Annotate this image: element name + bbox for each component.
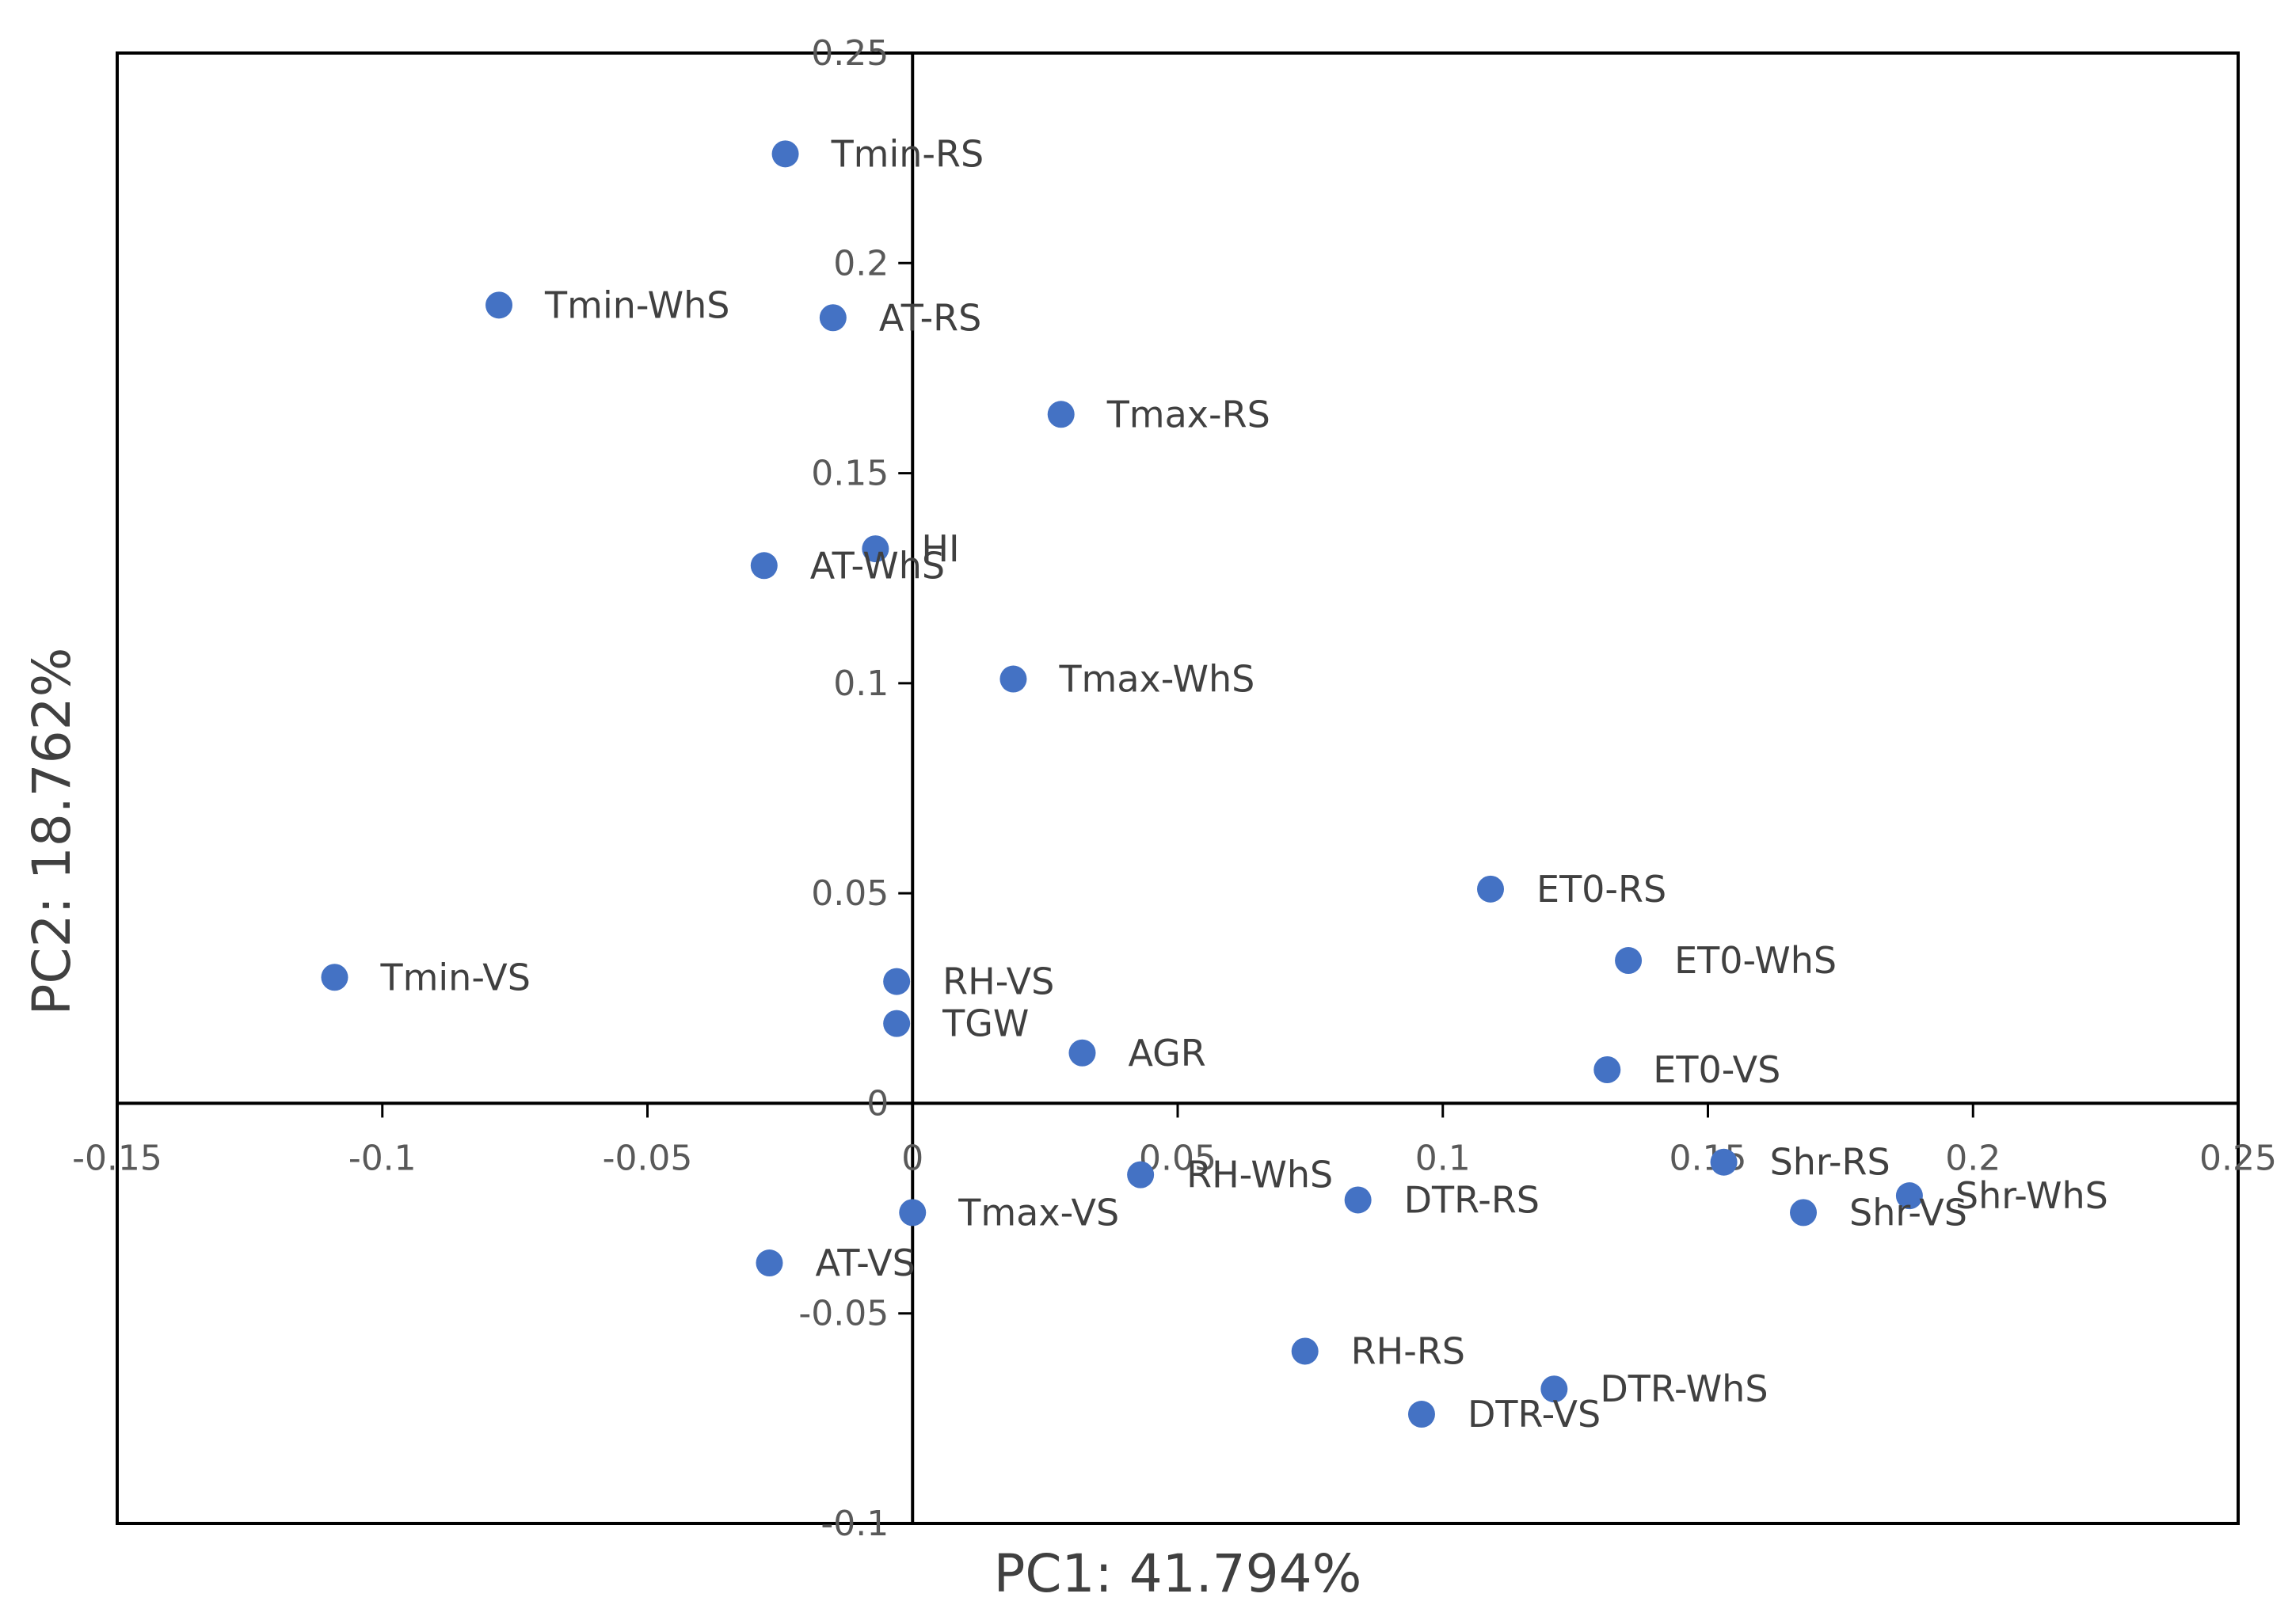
tick-labels: -0.15 -0.1 -0.05 0 0.05 0.1 0.15 0.2 0.25 -0.1 -0.… [72, 33, 2277, 1544]
data-point-label: Tmin-VS [379, 956, 530, 998]
data-point-label: DTR-VS [1468, 1393, 1601, 1436]
y-tick-label: -0.1 [820, 1504, 889, 1544]
data-point [1047, 401, 1075, 428]
axes [116, 51, 2240, 1525]
data-point [883, 1010, 911, 1037]
data-point-label: Shr-VS [1849, 1191, 1967, 1234]
data-point [1477, 875, 1505, 903]
data-point-label: DTR-WhS [1600, 1367, 1768, 1410]
data-point [756, 1249, 783, 1277]
data-point-label: Tmax-VS [958, 1191, 1119, 1234]
data-point [1895, 1182, 1923, 1210]
data-point-label: TGW [942, 1002, 1029, 1045]
data-point-label: ET0-VS [1653, 1048, 1780, 1091]
data-point-label: Tmin-WhS [544, 283, 729, 326]
data-point-label: Shr-WhS [1955, 1174, 2108, 1217]
data-point [819, 304, 847, 332]
data-point [883, 968, 911, 995]
y-axis-title: PC2: 18.762% [21, 648, 82, 1016]
y-tick-label: 0.25 [811, 33, 889, 74]
data-point-label: HI [921, 527, 959, 570]
y-tick-label: 0.05 [811, 873, 889, 914]
data-point-label: AT-RS [879, 296, 982, 339]
x-tick-label: 0.25 [2199, 1138, 2277, 1178]
data-point [1127, 1161, 1155, 1189]
y-tick-label: 0.2 [833, 243, 889, 283]
data-point [1540, 1375, 1568, 1403]
x-tick-label: -0.1 [348, 1138, 417, 1178]
data-point [1710, 1148, 1738, 1176]
y-tick-label: 0.1 [833, 664, 889, 704]
data-point [771, 140, 799, 168]
y-tick-label: 0 [866, 1083, 889, 1124]
data-point-label: ET0-WhS [1674, 939, 1837, 982]
x-tick-label: -0.15 [72, 1138, 162, 1178]
data-point-label: RH-RS [1351, 1329, 1465, 1372]
data-point-label: RH-WhS [1186, 1154, 1333, 1196]
data-point [1593, 1055, 1621, 1083]
data-point [1407, 1401, 1435, 1428]
data-point [485, 291, 513, 319]
data-point-label: Tmax-WhS [1058, 658, 1255, 701]
x-tick-label: 0.2 [1945, 1138, 2001, 1178]
data-point [1615, 947, 1643, 975]
data-point [321, 964, 348, 991]
data-point-label: Shr-RS [1770, 1141, 1890, 1184]
data-point [1344, 1186, 1372, 1214]
data-point-label: Tmin-RS [831, 132, 984, 175]
x-tick-label: 0 [901, 1138, 923, 1178]
data-point-label: AT-WhS [810, 544, 945, 587]
data-point [750, 552, 778, 580]
data-point-label: RH-VS [942, 960, 1054, 1003]
data-point [1291, 1337, 1319, 1365]
x-axis-title: PC1: 41.794% [994, 1543, 1362, 1604]
data-point-label: DTR-RS [1404, 1178, 1540, 1221]
data-point-label: Tmax-RS [1106, 393, 1270, 435]
data-point [1068, 1039, 1096, 1067]
data-point [899, 1199, 927, 1227]
y-tick-label: 0.15 [811, 454, 889, 494]
data-point-label: AT-VS [815, 1242, 915, 1284]
data-point-label: AGR [1128, 1032, 1205, 1074]
data-point [999, 665, 1027, 693]
data-point-label: ET0-RS [1536, 868, 1666, 911]
x-tick-label: 0.1 [1415, 1138, 1471, 1178]
x-tick-label: -0.05 [603, 1138, 693, 1178]
plot-frame [116, 51, 2240, 1525]
y-tick-label: -0.05 [798, 1294, 889, 1334]
data-point [1790, 1199, 1818, 1227]
data-point [862, 535, 889, 563]
